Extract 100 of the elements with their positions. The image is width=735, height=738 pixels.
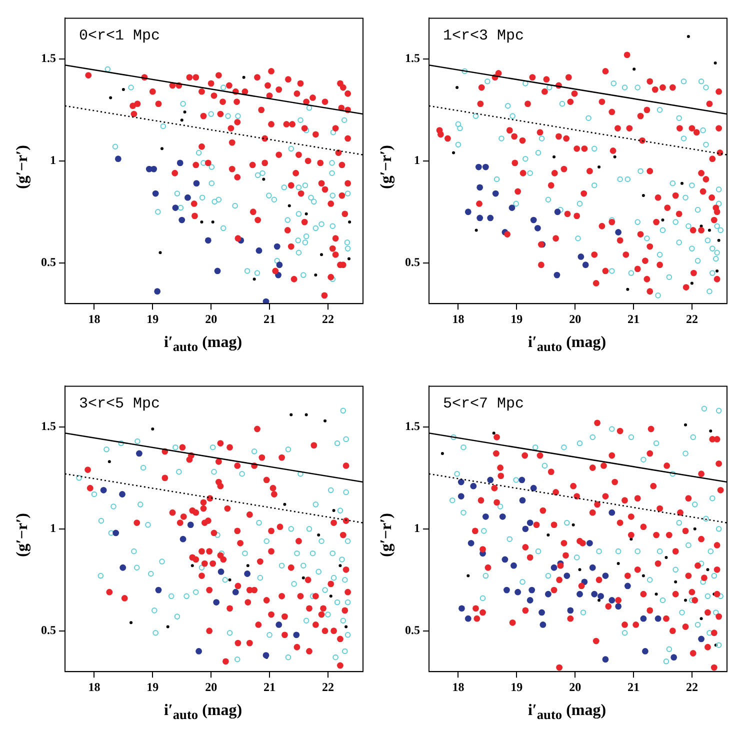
point: [554, 272, 560, 278]
point: [487, 476, 494, 484]
point: [586, 540, 593, 546]
x-tick-label: 21: [628, 312, 640, 326]
point: [545, 572, 552, 579]
point: [708, 228, 711, 232]
text: 0<r<1 Mpc: [79, 28, 160, 45]
point: [344, 246, 351, 252]
point: [274, 258, 280, 264]
point: [679, 610, 685, 616]
point: [302, 182, 308, 188]
point: [519, 497, 526, 504]
point: [329, 594, 332, 598]
y-tick-label: 0.5: [405, 622, 420, 637]
point: [212, 198, 218, 205]
point: [591, 590, 598, 598]
point: [324, 419, 327, 422]
point: [492, 190, 499, 197]
point: [476, 214, 484, 222]
point: [634, 548, 640, 554]
point: [452, 151, 456, 154]
point: [578, 254, 584, 260]
point: [341, 117, 348, 124]
point: [661, 218, 664, 222]
point: [216, 196, 222, 203]
point: [550, 564, 558, 571]
x-tick-label: 20: [205, 312, 218, 326]
point: [466, 574, 470, 578]
point: [716, 642, 722, 648]
point: [284, 217, 291, 223]
point: [176, 160, 184, 166]
point: [709, 430, 712, 433]
x-tick-label: 19: [146, 312, 159, 326]
point: [150, 166, 158, 172]
point: [288, 146, 294, 152]
point: [690, 434, 696, 440]
point: [276, 262, 283, 268]
point: [626, 288, 630, 291]
point: [642, 648, 648, 654]
point: [630, 538, 633, 541]
point: [640, 615, 647, 622]
point: [122, 88, 125, 92]
point: [703, 516, 709, 522]
point: [260, 170, 266, 176]
point: [628, 434, 634, 440]
point: [458, 478, 464, 486]
point: [213, 599, 220, 606]
point: [492, 432, 496, 435]
point: [288, 204, 291, 208]
point: [656, 548, 663, 554]
point: [166, 625, 170, 628]
point: [598, 598, 601, 602]
point: [254, 270, 260, 276]
point: [119, 491, 126, 498]
point: [136, 450, 142, 457]
point: [180, 536, 186, 542]
point: [716, 526, 722, 532]
point: [526, 597, 534, 604]
point: [654, 615, 662, 622]
point: [274, 243, 280, 250]
point: [680, 182, 684, 185]
point: [450, 434, 456, 440]
point: [155, 586, 162, 594]
point: [476, 184, 484, 191]
point: [684, 423, 688, 426]
point: [330, 129, 336, 136]
point: [572, 523, 575, 526]
point: [602, 572, 609, 579]
point: [214, 268, 221, 274]
y-tick-label: 0.5: [41, 622, 56, 637]
point: [160, 123, 166, 130]
point: [296, 250, 302, 256]
point: [180, 100, 186, 107]
x-tick-label: 19: [510, 312, 523, 326]
x-tick-label: 19: [146, 680, 159, 694]
point: [314, 274, 318, 277]
point: [709, 495, 716, 502]
point: [112, 144, 118, 150]
point: [622, 630, 628, 636]
point: [686, 542, 692, 548]
point: [200, 160, 206, 166]
point: [520, 579, 526, 585]
point: [684, 598, 688, 602]
point: [100, 486, 107, 494]
point: [518, 476, 526, 484]
point: [670, 470, 676, 477]
point: [642, 194, 645, 198]
point: [262, 178, 266, 181]
point: [112, 530, 120, 536]
point: [196, 150, 202, 156]
point: [298, 117, 304, 124]
x-tick-label: 22: [686, 312, 698, 326]
point: [704, 593, 711, 600]
y-tick-label: 0.5: [41, 254, 56, 269]
point: [296, 211, 302, 217]
point: [576, 590, 583, 598]
point: [589, 564, 596, 571]
point: [344, 240, 350, 246]
point: [293, 632, 300, 638]
point: [534, 224, 541, 232]
